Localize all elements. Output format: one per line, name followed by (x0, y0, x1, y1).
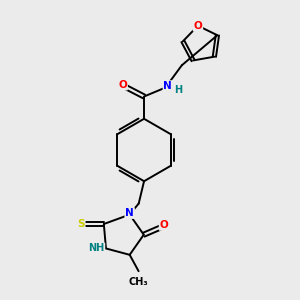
Text: O: O (118, 80, 127, 90)
Text: N: N (164, 81, 172, 91)
Text: NH: NH (88, 244, 104, 254)
Text: N: N (125, 208, 134, 218)
Text: O: O (194, 21, 202, 31)
Text: O: O (160, 220, 168, 230)
Text: CH₃: CH₃ (129, 277, 148, 286)
Text: S: S (77, 219, 85, 229)
Text: H: H (174, 85, 182, 95)
